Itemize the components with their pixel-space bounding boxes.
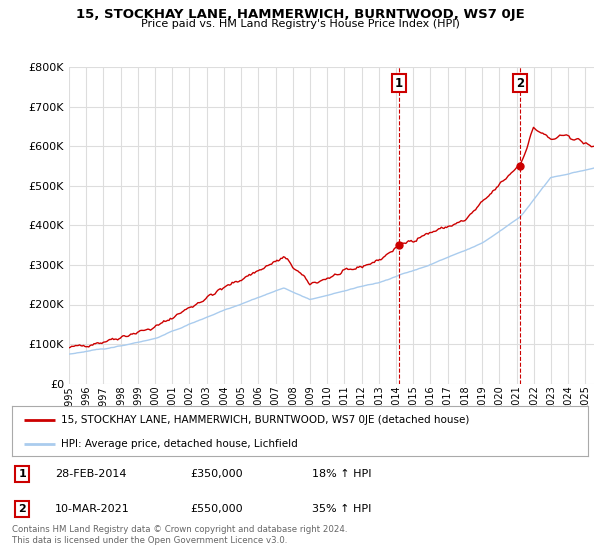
Text: Contains HM Land Registry data © Crown copyright and database right 2024.
This d: Contains HM Land Registry data © Crown c… (12, 525, 347, 545)
Text: Price paid vs. HM Land Registry's House Price Index (HPI): Price paid vs. HM Land Registry's House … (140, 19, 460, 29)
Text: 15, STOCKHAY LANE, HAMMERWICH, BURNTWOOD, WS7 0JE (detached house): 15, STOCKHAY LANE, HAMMERWICH, BURNTWOOD… (61, 415, 469, 425)
Text: HPI: Average price, detached house, Lichfield: HPI: Average price, detached house, Lich… (61, 439, 298, 449)
Text: 18% ↑ HPI: 18% ↑ HPI (311, 469, 371, 479)
Text: 15, STOCKHAY LANE, HAMMERWICH, BURNTWOOD, WS7 0JE: 15, STOCKHAY LANE, HAMMERWICH, BURNTWOOD… (76, 8, 524, 21)
Text: 2: 2 (19, 504, 26, 514)
Text: 28-FEB-2014: 28-FEB-2014 (55, 469, 127, 479)
Text: 10-MAR-2021: 10-MAR-2021 (55, 504, 130, 514)
Text: £550,000: £550,000 (191, 504, 243, 514)
Text: 2: 2 (516, 77, 524, 90)
Text: £350,000: £350,000 (191, 469, 243, 479)
Text: 1: 1 (395, 77, 403, 90)
Text: 1: 1 (19, 469, 26, 479)
Text: 35% ↑ HPI: 35% ↑ HPI (311, 504, 371, 514)
